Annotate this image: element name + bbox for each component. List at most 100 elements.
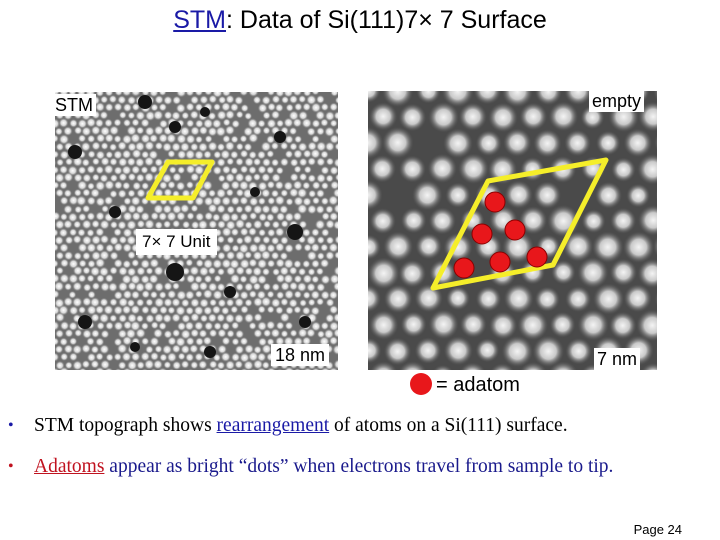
- surface-atom: [82, 204, 91, 213]
- surface-atom: [199, 95, 209, 105]
- surface-atom: [212, 289, 223, 301]
- surface-atom: [167, 180, 176, 190]
- surface-atom: [240, 104, 249, 113]
- surface-atom: [239, 134, 248, 143]
- surface-atom: [398, 155, 426, 183]
- surface-atom: [127, 250, 136, 260]
- surface-atom: [231, 337, 240, 346]
- surface-atom: [114, 368, 122, 370]
- surface-atom: [212, 258, 223, 269]
- surface-atom: [190, 297, 200, 308]
- surface-atom: [239, 337, 249, 346]
- surface-atom: [104, 273, 114, 283]
- surface-atom: [149, 258, 160, 269]
- surface-atom: [105, 243, 115, 253]
- surface-atom: [68, 195, 79, 206]
- surface-atom: [144, 140, 155, 151]
- surface-atom: [100, 281, 110, 292]
- surface-atom: [195, 337, 204, 346]
- surface-atom: [130, 352, 141, 362]
- surface-atom: [99, 234, 110, 244]
- title-rest: : Data of Si(111)7× 7 Surface: [226, 6, 547, 34]
- adatom-legend-text: = adatom: [436, 374, 520, 396]
- surface-atom: [82, 266, 91, 275]
- surface-atom: [235, 329, 245, 339]
- surface-atom: [324, 111, 335, 122]
- surface-atom: [328, 290, 338, 300]
- surface-atom: [231, 119, 240, 129]
- surface-atom: [127, 281, 137, 291]
- surface-atom: [297, 327, 308, 338]
- surface-atom: [216, 142, 226, 152]
- surface-atom: [595, 181, 622, 209]
- surface-atom: [95, 133, 106, 143]
- surface-atom: [185, 134, 196, 145]
- surface-atom: [503, 128, 532, 157]
- surface-atom: [289, 94, 298, 104]
- surface-atom: [221, 226, 232, 238]
- surface-atom: [267, 92, 276, 96]
- surface-atom: [270, 236, 280, 246]
- surface-atom: [135, 298, 145, 307]
- surface-atom: [86, 228, 95, 237]
- surface-atom: [226, 157, 235, 166]
- surface-atom: [117, 189, 127, 199]
- surface-atom: [311, 181, 321, 190]
- title-stm-link[interactable]: STM: [173, 6, 226, 34]
- surface-atom: [126, 219, 137, 231]
- adatoms-link[interactable]: Adatoms: [34, 456, 105, 477]
- surface-atom: [289, 127, 298, 136]
- surface-atom: [252, 204, 263, 215]
- surface-atom: [158, 92, 167, 96]
- surface-atom: [653, 236, 657, 257]
- surface-atom: [168, 166, 177, 174]
- surface-atom: [72, 344, 83, 355]
- surface-atom: [328, 195, 338, 206]
- surface-atom: [316, 157, 326, 167]
- surface-atom: [459, 311, 487, 338]
- surface-atom: [55, 211, 61, 221]
- surface-atom: [412, 180, 443, 211]
- surface-atom: [328, 242, 338, 253]
- surface-atom: [148, 274, 159, 284]
- surface-atom: [59, 150, 70, 160]
- surface-atom: [329, 119, 338, 128]
- surface-atom: [150, 351, 159, 361]
- surface-atom: [319, 258, 330, 268]
- surface-atom: [91, 173, 100, 182]
- surface-atom: [140, 166, 149, 174]
- surface-atom: [90, 313, 100, 323]
- surface-atom: [225, 94, 235, 104]
- surface-atom: [150, 103, 159, 112]
- surface-atom: [172, 328, 181, 338]
- surface-atom: [154, 141, 164, 151]
- surface-atom: [308, 189, 317, 198]
- surface-atom: [334, 127, 338, 136]
- surface-atom: [55, 337, 60, 346]
- surface-atom: [280, 236, 289, 245]
- surface-atom: [548, 101, 579, 132]
- surface-atom: [289, 158, 299, 167]
- surface-atom: [64, 282, 73, 291]
- surface-atom: [123, 367, 132, 370]
- surface-atom: [382, 126, 414, 159]
- surface-atom: [153, 110, 164, 121]
- surface-atom: [98, 313, 110, 324]
- surface-atom: [55, 329, 64, 339]
- surface-atom: [141, 289, 150, 299]
- surface-atom: [297, 142, 308, 152]
- surface-atom: [105, 321, 114, 331]
- surface-atom: [185, 149, 196, 160]
- surface-atom: [208, 94, 218, 104]
- surface-atom: [324, 141, 335, 152]
- surface-atom: [248, 196, 259, 207]
- surface-atom: [325, 298, 335, 307]
- surface-atom: [270, 189, 280, 198]
- surface-vacancy: [224, 286, 236, 298]
- surface-atom: [194, 275, 203, 284]
- surface-atom: [221, 336, 231, 346]
- rearrangement-link[interactable]: rearrangement: [216, 415, 330, 436]
- surface-atom: [302, 259, 311, 269]
- surface-atom: [234, 313, 244, 324]
- surface-atom: [177, 352, 186, 361]
